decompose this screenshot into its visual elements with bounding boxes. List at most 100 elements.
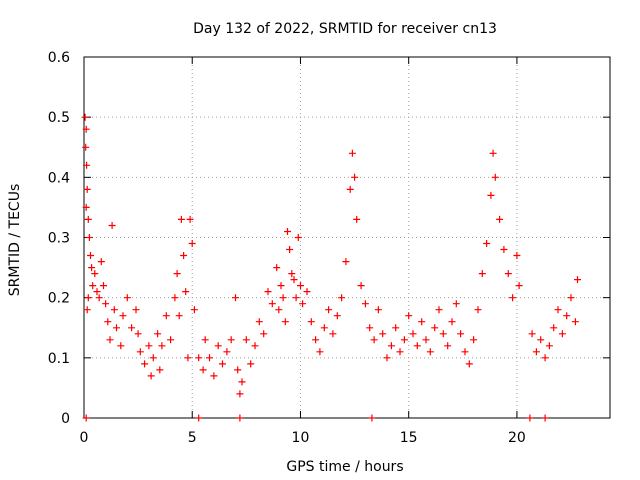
data-point [541, 354, 549, 362]
y-tick-label: 0.4 [48, 170, 70, 186]
data-point [223, 348, 231, 356]
data-point [81, 113, 89, 121]
data-point [348, 149, 356, 157]
data-point [491, 173, 499, 181]
data-point [294, 234, 302, 241]
data-point [232, 294, 239, 302]
data-point [156, 366, 164, 374]
data-point [431, 324, 439, 332]
data-point [180, 252, 188, 259]
data-point [487, 191, 495, 199]
data-point [167, 336, 175, 344]
data-point [214, 342, 222, 350]
data-point [277, 282, 285, 290]
data-point [93, 288, 101, 296]
data-point [392, 324, 400, 332]
data-point [500, 246, 508, 253]
data-point [400, 336, 408, 344]
data-point [227, 336, 235, 344]
zero-data-point [368, 414, 376, 422]
data-point [177, 215, 185, 223]
data-point [297, 282, 304, 290]
data-point [351, 173, 359, 181]
data-point [515, 282, 523, 290]
data-point [303, 288, 311, 296]
data-point [470, 336, 478, 344]
data-point [422, 336, 430, 344]
zero-data-point [236, 414, 244, 422]
data-point [550, 324, 558, 332]
data-point [251, 342, 259, 350]
data-point [186, 215, 194, 223]
data-point [190, 306, 198, 314]
data-point [409, 330, 417, 338]
data-point [110, 306, 118, 314]
data-point [171, 294, 179, 302]
data-point [182, 288, 190, 296]
data-point [162, 312, 170, 320]
data-point [102, 300, 110, 308]
data-point [489, 149, 497, 157]
data-point [134, 330, 142, 338]
data-point [286, 246, 294, 253]
data-point [195, 354, 203, 362]
data-point [284, 228, 291, 235]
data-point [316, 348, 324, 356]
data-point [370, 336, 378, 344]
data-point [206, 354, 213, 362]
data-point [175, 312, 183, 320]
zero-data-point [195, 414, 203, 422]
data-point [201, 336, 209, 344]
data-point [558, 330, 566, 338]
data-point [374, 306, 382, 314]
data-point [85, 234, 93, 241]
data-point [275, 306, 283, 314]
data-point [307, 318, 315, 326]
data-point [238, 378, 246, 386]
data-point [255, 318, 263, 326]
data-point [104, 318, 112, 326]
y-axis-label: SRMTID / TECUs [7, 184, 23, 297]
data-point [219, 360, 226, 368]
data-point [329, 330, 337, 338]
data-point [119, 312, 127, 320]
data-point [496, 215, 504, 223]
y-tick-label: 0.3 [48, 231, 70, 247]
data-point [461, 348, 469, 356]
data-point [361, 300, 369, 308]
data-point [95, 294, 103, 302]
data-point [242, 336, 250, 344]
data-point [537, 336, 545, 344]
data-point [106, 336, 114, 344]
data-point [353, 215, 361, 223]
data-point [82, 143, 90, 151]
x-axis-label: GPS time / hours [286, 459, 403, 475]
data-point [338, 294, 346, 302]
data-point [509, 294, 517, 302]
data-point [273, 264, 281, 272]
y-tick-label: 0.1 [48, 351, 70, 367]
data-point [83, 185, 91, 193]
zero-data-point [82, 414, 90, 422]
data-point [387, 342, 395, 350]
data-point [87, 252, 94, 259]
zero-data-point [526, 414, 534, 422]
zero-data-point [541, 414, 549, 422]
data-point [396, 348, 404, 356]
x-tick-label: 15 [400, 430, 418, 446]
data-point [281, 318, 289, 326]
data-point [325, 306, 333, 314]
data-point [290, 276, 298, 284]
data-point [383, 354, 391, 362]
data-point [100, 282, 107, 290]
data-point [567, 294, 575, 302]
data-point [571, 318, 579, 326]
data-point [346, 185, 354, 193]
data-point [532, 348, 540, 356]
data-point [264, 288, 272, 296]
data-point [136, 348, 144, 356]
data-point [158, 342, 166, 350]
data-point [88, 264, 96, 272]
data-point [268, 300, 276, 308]
